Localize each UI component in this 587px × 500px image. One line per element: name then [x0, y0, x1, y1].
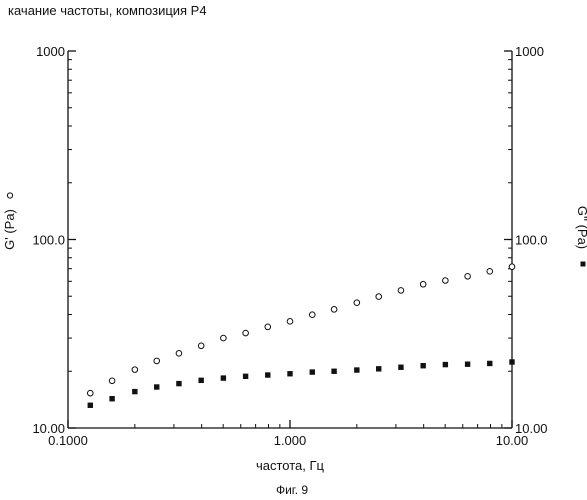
g-double-prime-point — [487, 361, 492, 366]
g-prime-point — [509, 264, 515, 270]
g-prime-point — [376, 294, 382, 300]
g-prime-point — [198, 343, 204, 349]
g-prime-point — [465, 273, 471, 279]
g-double-prime-point — [398, 365, 403, 370]
g-prime-point — [154, 358, 160, 364]
g-double-prime-point — [109, 396, 114, 401]
g-double-prime-point — [221, 375, 226, 380]
g-prime-point — [243, 330, 249, 336]
x-tick-label: 1.000 — [274, 433, 307, 448]
g-double-prime-point — [376, 366, 381, 371]
g-double-prime-point — [465, 362, 470, 367]
x-axis-label: частота, Гц — [256, 458, 325, 473]
y-right-tick-label: 100.0 — [515, 233, 548, 248]
g-double-prime-point — [154, 384, 159, 389]
y-right-tick-label: 1000 — [515, 44, 544, 59]
g-prime-point — [443, 278, 449, 284]
g-prime-point — [398, 288, 404, 294]
g-prime-point — [109, 378, 115, 384]
g-prime-point — [420, 281, 426, 287]
plot-marks — [87, 264, 514, 408]
y-axis-right-label-group: G'' (Pa) — [575, 206, 587, 267]
g-double-prime-point — [443, 362, 448, 367]
g-double-prime-point — [287, 371, 292, 376]
g-double-prime-point — [176, 381, 181, 386]
g-prime-point — [354, 300, 360, 306]
g-prime-point — [309, 312, 315, 318]
g-double-prime-point — [88, 403, 93, 408]
g-prime-point — [331, 307, 337, 313]
legend-open-circle-icon — [7, 193, 12, 198]
g-double-prime-point — [132, 389, 137, 394]
g-prime-point — [487, 269, 493, 275]
g-double-prime-point — [331, 369, 336, 374]
g-prime-point — [287, 319, 293, 325]
g-double-prime-point — [420, 363, 425, 368]
y-axis-right-label: G'' (Pa) — [575, 206, 587, 249]
figure-caption: Фиг. 9 — [276, 483, 308, 497]
g-prime-point — [87, 390, 93, 396]
legend-filled-square-icon — [581, 262, 586, 267]
y-axis-left-label: G' (Pa) — [2, 209, 17, 250]
y-left-tick-label: 1000 — [36, 44, 65, 59]
y-left-tick-label: 10.00 — [32, 421, 65, 436]
g-prime-point — [132, 367, 138, 373]
g-double-prime-point — [198, 378, 203, 383]
g-prime-point — [176, 351, 182, 357]
y-right-tick-label: 10.00 — [515, 421, 548, 436]
g-double-prime-point — [243, 374, 248, 379]
g-prime-point — [221, 335, 227, 341]
g-double-prime-point — [509, 359, 514, 364]
y-axis-left-label-group: G' (Pa) — [2, 193, 17, 250]
g-double-prime-point — [310, 369, 315, 374]
g-double-prime-point — [265, 372, 270, 377]
g-double-prime-point — [354, 367, 359, 372]
axis-ticks: 0.10001.00010.0010.0010.00100.0100.01000… — [32, 44, 547, 448]
g-prime-point — [265, 324, 271, 330]
y-left-tick-label: 100.0 — [32, 233, 65, 248]
